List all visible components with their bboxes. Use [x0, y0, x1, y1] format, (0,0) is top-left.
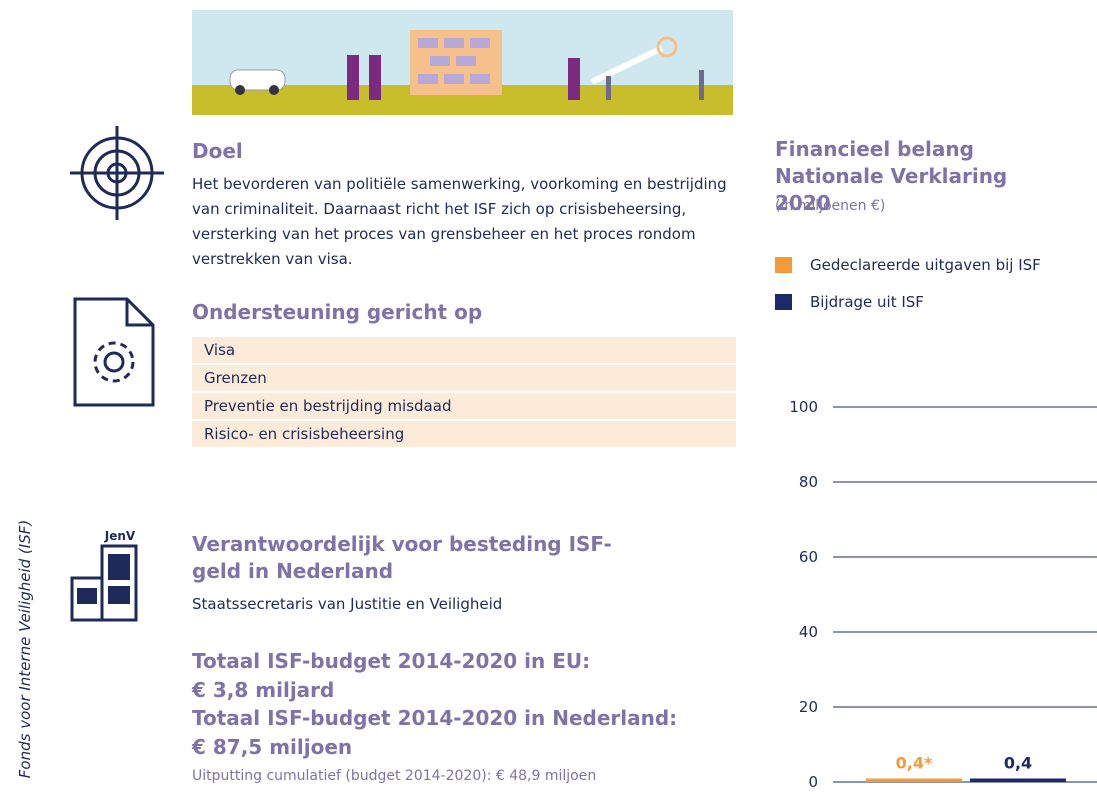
value-label: 0,4: [1004, 754, 1032, 773]
y-tick-label: 0: [808, 773, 818, 791]
legend-label: Gedeclareerde uitgaven bij ISF: [810, 256, 1041, 274]
illustration: [192, 10, 733, 115]
budget: Totaal ISF-budget 2014-2020 in EU: € 3,8 …: [192, 647, 677, 761]
legend-swatch: [775, 294, 792, 310]
bar: [866, 778, 962, 782]
budget-line: € 87,5 miljoen: [192, 734, 353, 759]
budget-line: Totaal ISF-budget 2014-2020 in Nederland…: [192, 706, 678, 730]
support-item: Visa: [192, 337, 736, 363]
y-tick-label: 20: [799, 698, 818, 716]
bar: [970, 778, 1066, 782]
y-tick-label: 80: [799, 473, 818, 491]
target-icon: [70, 126, 164, 220]
badge: JenV: [104, 529, 136, 543]
responsible-title: Verantwoordelijk voor besteding ISF-geld…: [192, 532, 612, 583]
y-tick-label: 60: [799, 548, 818, 566]
y-tick-label: 40: [799, 623, 818, 641]
side-label: Fonds voor Interne Veiligheid (ISF): [16, 519, 34, 779]
support-item: Risico- en crisisbeheersing: [192, 421, 736, 447]
budget-line: € 3,8 miljard: [192, 677, 335, 702]
value-label: 0,4*: [896, 754, 933, 773]
support-item: Grenzen: [192, 365, 736, 391]
goal-title: Doel: [192, 139, 243, 163]
support-title: Ondersteuning gericht op: [192, 300, 483, 324]
goal-text: Het bevorderen van politiële samenwerkin…: [192, 175, 727, 268]
document-icon: [73, 297, 155, 407]
chart-title: Financieel belang Nationale Verklaring 2…: [775, 137, 1008, 215]
support-item: Preventie en bestrijding misdaad: [192, 393, 736, 419]
y-tick-label: 100: [789, 398, 818, 416]
chart-subtitle: (in miljoenen €): [775, 198, 886, 214]
legend-label: Bijdrage uit ISF: [810, 293, 924, 311]
legend-swatch: [775, 257, 792, 273]
responsible-text: Staatssecretaris van Justitie en Veiligh…: [192, 595, 503, 613]
building-icon: JenV: [70, 529, 138, 622]
budget-line: Totaal ISF-budget 2014-2020 in EU:: [192, 649, 591, 673]
budget-note: Uitputting cumulatief (budget 2014-2020)…: [192, 768, 597, 784]
chart: Gedeclareerde uitgaven bij ISF Bijdrage u…: [775, 256, 1097, 791]
